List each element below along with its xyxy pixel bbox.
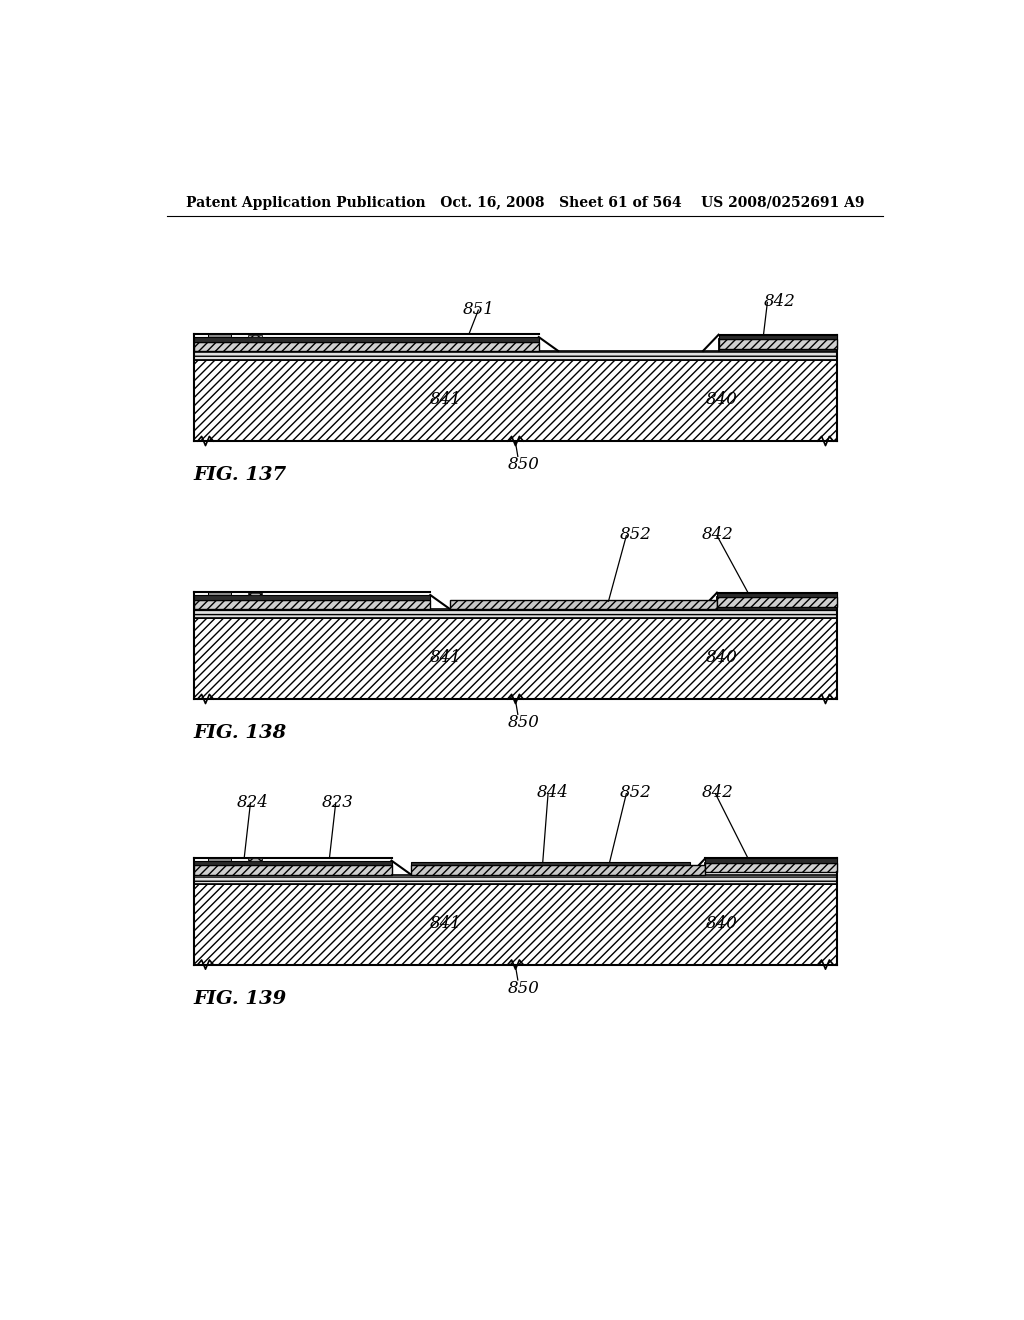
Bar — [194, 342, 539, 351]
Text: 850: 850 — [508, 457, 540, 474]
Bar — [194, 861, 391, 866]
Text: 840: 840 — [706, 649, 737, 665]
Text: 824: 824 — [237, 793, 268, 810]
Text: 851: 851 — [463, 301, 495, 318]
Text: 841: 841 — [430, 391, 462, 408]
Text: 842: 842 — [701, 527, 733, 544]
Bar — [706, 858, 838, 863]
Bar — [194, 609, 838, 618]
Text: 823: 823 — [322, 793, 353, 810]
Bar — [194, 874, 838, 884]
Bar — [717, 597, 838, 607]
Bar — [411, 862, 690, 866]
Bar — [194, 360, 838, 441]
Text: 850: 850 — [508, 714, 540, 731]
Text: 840: 840 — [706, 915, 737, 932]
Bar — [248, 335, 262, 337]
Text: FIG. 138: FIG. 138 — [194, 725, 287, 742]
Text: 852: 852 — [621, 784, 652, 801]
Text: 850: 850 — [508, 979, 540, 997]
Bar — [194, 351, 838, 360]
Bar — [194, 595, 430, 599]
Text: 852: 852 — [621, 527, 652, 544]
Bar — [450, 599, 717, 609]
Text: 840: 840 — [706, 391, 737, 408]
Text: 844: 844 — [537, 784, 568, 801]
Bar — [411, 866, 706, 874]
Bar — [194, 337, 539, 342]
Text: Patent Application Publication   Oct. 16, 2008   Sheet 61 of 564    US 2008/0252: Patent Application Publication Oct. 16, … — [185, 197, 864, 210]
Bar — [194, 599, 430, 609]
Bar — [719, 339, 838, 348]
Bar — [208, 858, 231, 861]
Bar — [194, 618, 838, 700]
Bar — [194, 884, 838, 965]
Text: 842: 842 — [701, 784, 733, 801]
Text: 842: 842 — [764, 293, 796, 310]
Bar — [194, 866, 391, 874]
Text: FIG. 137: FIG. 137 — [194, 466, 287, 484]
Bar — [719, 335, 838, 339]
Bar — [248, 858, 262, 861]
Bar — [208, 334, 231, 337]
Bar — [706, 863, 838, 873]
Text: 841: 841 — [430, 915, 462, 932]
Bar — [208, 591, 231, 595]
Text: 841: 841 — [430, 649, 462, 665]
Bar — [248, 593, 262, 595]
Text: FIG. 139: FIG. 139 — [194, 990, 287, 1008]
Bar — [717, 593, 838, 597]
